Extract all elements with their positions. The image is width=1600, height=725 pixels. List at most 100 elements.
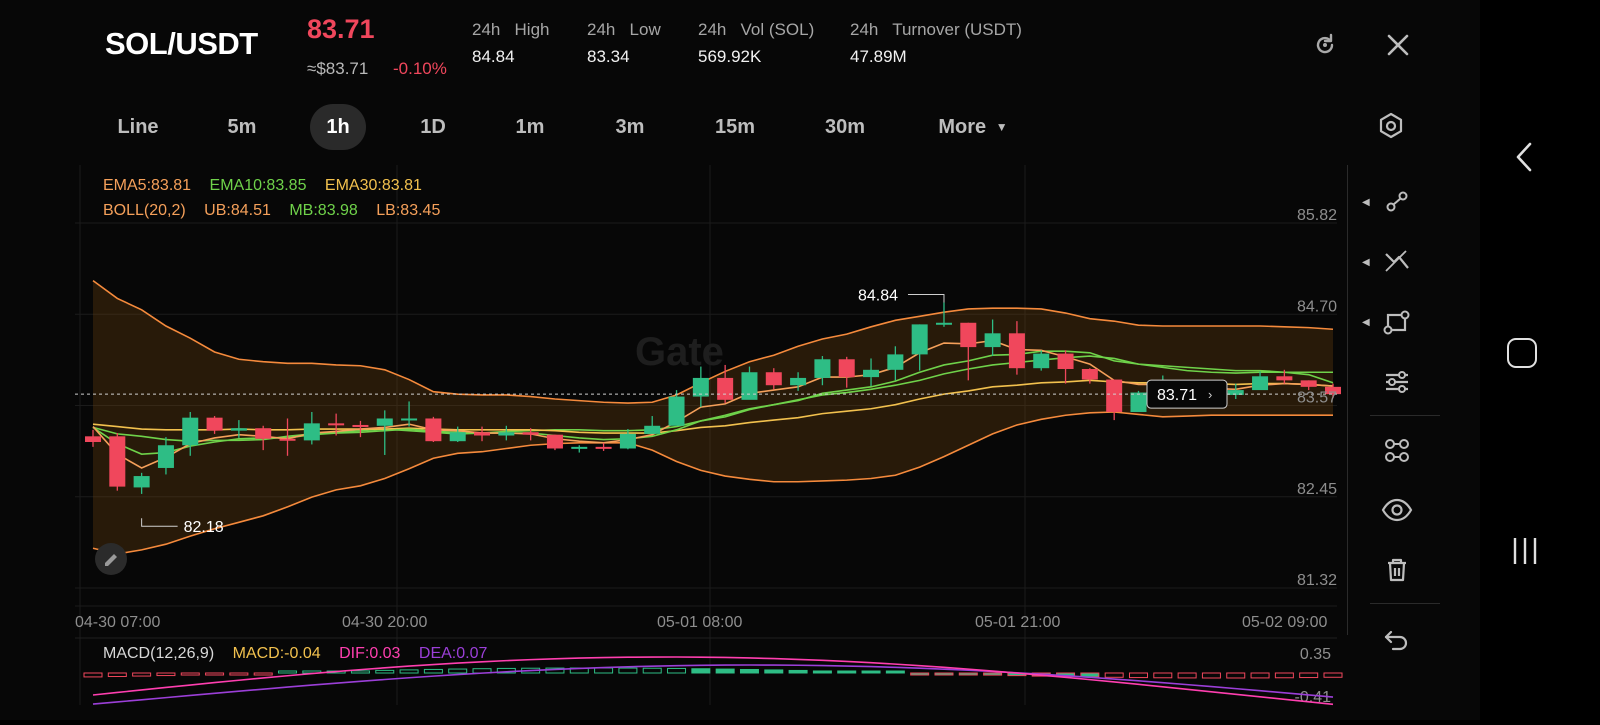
visibility-eye-icon[interactable] — [1380, 493, 1414, 527]
candle-body — [838, 359, 855, 378]
chart-area[interactable]: Gate 83.71 › 84.84 82.18 85.82 84.70 83.57 82.45… — [75, 165, 1470, 720]
caret-down-icon: ▼ — [995, 120, 1008, 134]
low-marker-line — [141, 518, 178, 527]
candlestick-chart[interactable]: Gate 83.71 › 84.84 82.18 85.82 84.70 83.57 82.45… — [75, 165, 1470, 720]
boll-label: BOLL(20,2) — [103, 202, 186, 219]
macd-histogram-bar — [448, 668, 468, 674]
boll-upper-line — [92, 279, 1334, 404]
macd-histogram-bar — [691, 668, 711, 674]
candle-body — [109, 436, 126, 487]
tab-1d[interactable]: 1D — [420, 116, 446, 138]
pencil-icon — [105, 554, 117, 566]
ema30-label: EMA30:83.81 — [324, 177, 422, 194]
candle-body — [230, 428, 247, 431]
macd-histogram-bar — [107, 672, 127, 678]
delete-trash-icon[interactable] — [1380, 553, 1414, 587]
refresh-icon[interactable] — [1310, 30, 1340, 60]
candle-body — [1106, 379, 1123, 412]
macd-histogram-bar — [1299, 672, 1319, 679]
expand-arrow-icon[interactable]: ◀ — [1362, 257, 1370, 268]
boll-lower-line — [92, 411, 1333, 555]
approx-usd-price: ≈$83.71 — [307, 59, 369, 78]
x-axis-tick-label: 05-02 09:00 — [1242, 614, 1328, 631]
tab-line[interactable]: Line — [117, 116, 159, 138]
stat-24h-turnover: 24h Turnover (USDT) 47.89M — [850, 20, 1022, 67]
macd-histogram-bar — [910, 672, 930, 676]
macd-histogram-bar — [253, 672, 273, 676]
candle-body — [1300, 380, 1317, 387]
stat-label: 24h Vol (SOL) — [698, 20, 815, 39]
home-nav-icon[interactable] — [1507, 338, 1537, 368]
indicator-adjust-icon[interactable] — [1380, 365, 1414, 399]
high-marker-line — [907, 293, 945, 303]
x-axis-tick-label: 04-30 07:00 — [75, 614, 161, 631]
candle-body — [960, 322, 977, 348]
boll-lb-label: LB:83.45 — [376, 202, 441, 219]
watermark-text: Gate — [635, 330, 724, 374]
tab-more[interactable]: More ▼ — [928, 104, 1018, 150]
x-axis-tick-label: 05-01 08:00 — [657, 614, 743, 631]
stat-24h-high: 24h High 84.84 — [472, 20, 550, 67]
y-axis-tick-label: 81.32 — [1297, 572, 1337, 589]
tab-1m[interactable]: 1m — [515, 116, 545, 138]
high-marker-label: 84.84 — [858, 287, 898, 304]
candle-body — [474, 432, 491, 436]
fib-tool-icon[interactable] — [1380, 245, 1414, 279]
macd-histogram-bar — [399, 669, 419, 674]
candle-body — [85, 436, 101, 442]
candle-body — [157, 445, 174, 468]
candle-body — [1276, 376, 1293, 381]
undo-icon[interactable] — [1380, 621, 1414, 655]
stat-value: 83.34 — [587, 47, 630, 66]
candle-body — [522, 432, 539, 435]
system-navigation-bar — [1480, 0, 1600, 720]
y-axis-tick-label: 85.82 — [1297, 207, 1337, 224]
candle-body — [1227, 390, 1244, 395]
tab-15m[interactable]: 15m — [714, 116, 756, 138]
candle-body — [498, 432, 515, 436]
tab-1h[interactable]: 1h — [310, 104, 366, 150]
back-nav-icon[interactable] — [1510, 140, 1540, 174]
macd-histogram-bar — [667, 667, 687, 674]
close-icon[interactable] — [1383, 30, 1413, 60]
ema5-label: EMA5:83.81 — [103, 177, 192, 194]
macd-name-label: MACD(12,26,9) — [103, 645, 215, 662]
stat-24h-volume: 24h Vol (SOL) 569.92K — [698, 20, 814, 67]
chevron-right-icon: › — [1208, 387, 1212, 402]
last-price: 83.71 — [307, 14, 375, 44]
macd-histogram-bar — [1274, 672, 1294, 679]
macd-histogram-bar — [594, 667, 614, 674]
macd-histogram-bar — [156, 672, 176, 677]
shape-tool-icon[interactable] — [1380, 305, 1414, 339]
dea-line — [92, 664, 1334, 705]
macd-histogram-bar — [423, 668, 443, 674]
candle-body — [376, 418, 393, 426]
macd-histogram-bar — [1250, 672, 1270, 679]
trendline-tool-icon[interactable] — [1368, 185, 1414, 219]
current-price-tag — [1146, 379, 1228, 409]
chart-settings-icon[interactable] — [1376, 111, 1406, 141]
candle-body — [1057, 353, 1074, 369]
macd-histogram-bar — [642, 667, 662, 674]
candle-body — [1130, 392, 1147, 412]
expand-arrow-icon[interactable]: ◀ — [1362, 317, 1370, 328]
stat-24h-low: 24h Low 83.34 — [587, 20, 661, 67]
tab-3m[interactable]: 3m — [615, 116, 645, 138]
drawing-link-icon[interactable] — [1380, 433, 1414, 467]
candle-body — [352, 424, 369, 427]
tab-30m[interactable]: 30m — [824, 116, 866, 138]
candle-body — [1081, 369, 1098, 380]
chart-tool-toggle[interactable] — [95, 543, 127, 575]
macd-histogram-bar — [861, 670, 881, 674]
expand-arrow-icon[interactable]: ◀ — [1362, 197, 1370, 208]
candle-body — [182, 417, 199, 446]
candle-body — [644, 425, 661, 434]
macd-histogram-bar — [375, 669, 395, 674]
candle-body — [1033, 353, 1050, 369]
candle-body — [887, 354, 904, 370]
macd-histogram-bar — [764, 669, 784, 674]
tab-5m[interactable]: 5m — [227, 116, 257, 138]
x-axis-tick-label: 05-01 21:00 — [975, 614, 1061, 631]
recents-nav-icon[interactable] — [1510, 536, 1540, 566]
macd-histogram-bar — [837, 670, 857, 674]
